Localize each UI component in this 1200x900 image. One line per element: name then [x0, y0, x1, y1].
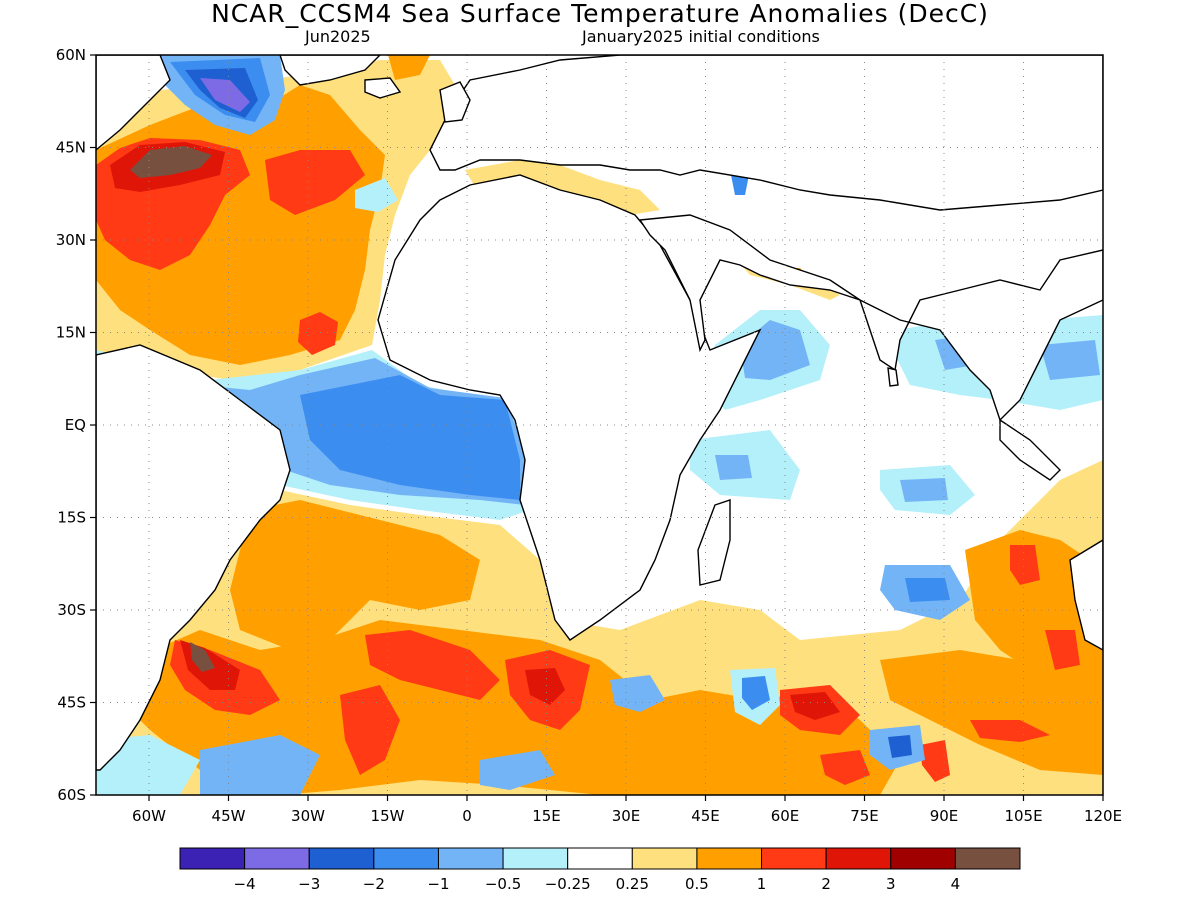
- colorbar-swatch: [825, 847, 892, 870]
- labrador-cool-core: [200, 78, 250, 112]
- lon-tick-label: 120E: [1084, 807, 1122, 825]
- grid-lines: [96, 55, 1103, 795]
- indian-ocean-cool-1-mid: [715, 455, 752, 480]
- initial-conditions: January2025 initial conditions: [582, 27, 820, 46]
- lon-tick-label: 60W: [132, 807, 166, 825]
- north-america: [96, 55, 171, 151]
- southern-cool-1: [200, 735, 320, 795]
- canary-red: [298, 312, 338, 355]
- lon-tick-label: 45E: [691, 807, 720, 825]
- colorbar-label: −2: [363, 875, 385, 893]
- colorbar-label: −3: [298, 875, 320, 893]
- iceland: [364, 77, 402, 99]
- lon-tick-label: 60E: [771, 807, 800, 825]
- longitude-axis: 60W 45W 30W 15W 0 15E 30E 45E 60E 75E 90E 105E 120E: [132, 795, 1122, 825]
- lon-tick-label: 75E: [850, 807, 879, 825]
- forecast-month: Jun2025: [305, 27, 371, 46]
- west-australia-red-2: [1045, 630, 1080, 670]
- west-australia-red: [1010, 545, 1040, 585]
- colorbar-swatch: [502, 847, 569, 870]
- colorbar-swatch: [437, 847, 504, 870]
- colorbar-label: 0.25: [616, 875, 649, 893]
- colorbar-swatch: [567, 847, 633, 870]
- lon-tick-label: 90E: [930, 807, 959, 825]
- sri-lanka: [887, 367, 899, 387]
- south-atlantic-warm-orange: [230, 500, 480, 650]
- indian-ocean-cool-2-mid: [900, 478, 948, 502]
- southern-cool-7: [888, 735, 912, 758]
- colorbar-swatch: [631, 847, 698, 870]
- bay-of-bengal-cool-mid-2: [1040, 340, 1100, 380]
- lon-tick-label: 15E: [532, 807, 561, 825]
- southern-ocean-red-1: [340, 685, 400, 775]
- southern-cool-5: [742, 676, 770, 710]
- norway-orange: [388, 55, 430, 80]
- mid-atlantic-red: [265, 150, 365, 215]
- west-australia-orange: [965, 530, 1103, 720]
- colorbar-label: 3: [886, 875, 896, 893]
- arabia-asia: [638, 214, 1103, 422]
- colorbar-swatch: [954, 847, 1021, 870]
- colorbar-label: 4: [951, 875, 961, 893]
- british-isles: [439, 81, 471, 123]
- lon-tick-label: 105E: [1004, 807, 1042, 825]
- madagascar: [697, 499, 731, 586]
- colorbar-swatch: [761, 847, 827, 870]
- colorbar-label: −0.25: [545, 875, 591, 893]
- europe: [429, 55, 1103, 211]
- colorbar-label: −4: [234, 875, 256, 893]
- brazil-current-brown: [190, 642, 215, 672]
- gulf-stream-brown: [130, 146, 212, 178]
- agulhas-darkred: [525, 668, 565, 705]
- chart-title: NCAR_CCSM4 Sea Surface Temperature Anoma…: [211, 0, 989, 28]
- colorbar-swatch: [373, 847, 439, 870]
- southern-ocean-red-3: [820, 750, 870, 785]
- southern-ocean-red-4: [920, 740, 950, 782]
- latitude-axis: 60N 45N 30N 15N EQ 15S 30S 45S 60S: [56, 46, 96, 804]
- lon-tick-label: 45W: [212, 807, 246, 825]
- colorbar-label: 0.5: [685, 875, 709, 893]
- lat-tick-label: 15N: [56, 324, 86, 342]
- east-indian-orange-band: [880, 650, 1103, 775]
- colorbar-swatch: [308, 847, 375, 870]
- colorbar-swatch: [696, 847, 763, 870]
- colorbar-label: 1: [757, 875, 767, 893]
- lat-tick-label: 60N: [56, 46, 86, 64]
- lon-tick-label: 0: [462, 807, 472, 825]
- lat-tick-label: 30S: [57, 601, 86, 619]
- lat-tick-label: 60S: [57, 786, 86, 804]
- colorbar-swatch: [890, 847, 956, 870]
- southern-cool-2: [96, 735, 200, 795]
- lon-tick-label: 30E: [612, 807, 641, 825]
- colorbar-label: 2: [821, 875, 831, 893]
- lat-tick-label: EQ: [65, 416, 86, 434]
- colorbar-label: −1: [427, 875, 449, 893]
- lat-tick-label: 30N: [56, 231, 86, 249]
- lat-tick-label: 45N: [56, 139, 86, 157]
- lon-tick-label: 15W: [371, 807, 405, 825]
- south-america: [96, 344, 291, 771]
- southern-cool-8: [480, 750, 555, 790]
- lat-tick-label: 15S: [57, 509, 86, 527]
- australia: [1069, 539, 1103, 651]
- southern-ocean-darkred: [790, 692, 840, 720]
- south-atlantic-orange-band: [120, 620, 900, 795]
- east-indian-red-band: [970, 720, 1050, 742]
- colorbar-label: −0.5: [485, 875, 521, 893]
- azores-cool: [355, 178, 398, 212]
- tropical-atlantic-cool-deep: [300, 375, 520, 500]
- land-masses: [96, 55, 1103, 771]
- sumatra: [999, 418, 1061, 481]
- lat-tick-label: 45S: [57, 694, 86, 712]
- greenland: [279, 55, 381, 86]
- south-atlantic-red-streak: [365, 630, 500, 700]
- southern-cool-3: [610, 675, 665, 712]
- lon-tick-label: 30W: [291, 807, 325, 825]
- colorbar-swatch: [244, 847, 310, 870]
- colorbar-swatch: [179, 847, 246, 870]
- indian-ocean-cool-3-core: [905, 578, 950, 602]
- colorbar: −4 −3 −2 −1 −0.5 −0.25 0.25 0.5 1 2 3 4: [179, 847, 1021, 893]
